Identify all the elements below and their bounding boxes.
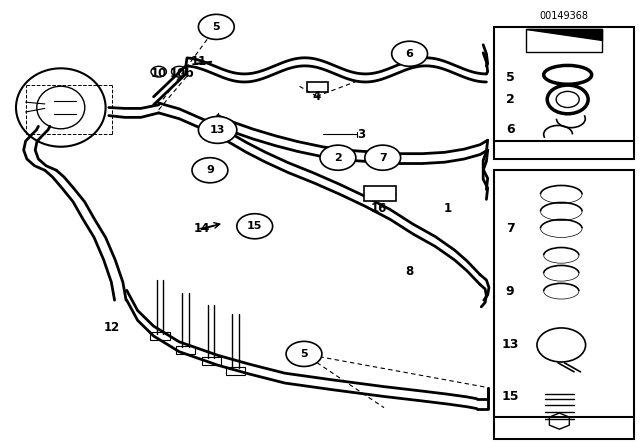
Text: 15: 15 [501,390,519,403]
Bar [150,332,170,340]
Text: 14: 14 [193,222,210,235]
Text: 11: 11 [190,55,207,69]
Circle shape [392,41,428,66]
Circle shape [237,214,273,239]
Text: 3: 3 [358,128,365,141]
Text: 00149368: 00149368 [540,11,588,21]
Bar [307,82,328,92]
Circle shape [198,116,237,143]
Text: 1: 1 [444,202,452,215]
Text: 9: 9 [206,165,214,175]
Circle shape [192,158,228,183]
Text: 5: 5 [506,70,515,84]
Bar [364,186,396,201]
Circle shape [286,341,322,366]
Circle shape [320,145,356,170]
Text: 13: 13 [210,125,225,135]
Text: 5: 5 [212,22,220,32]
Circle shape [198,14,234,39]
Polygon shape [526,29,602,40]
Bar [494,170,634,439]
Text: 9: 9 [506,284,515,298]
Text: 5: 5 [300,349,308,359]
Bar [494,27,634,159]
Text: 7: 7 [379,153,387,163]
Bar [176,346,195,354]
Circle shape [365,145,401,170]
Text: 15: 15 [247,221,262,231]
Text: 2: 2 [506,93,515,106]
Text: 8: 8 [406,264,413,278]
Bar [202,357,221,365]
Text: 16: 16 [371,202,387,215]
Text: 12: 12 [104,320,120,334]
Text: 13: 13 [501,338,519,352]
Text: 10: 10 [150,67,167,81]
Text: 6: 6 [406,49,413,59]
Text: 7: 7 [506,222,515,235]
Text: 2: 2 [334,153,342,163]
Bar [226,367,245,375]
Bar [526,29,602,52]
Text: 6: 6 [506,123,515,137]
Text: 10b: 10b [170,67,195,81]
Text: 4: 4 [313,90,321,103]
